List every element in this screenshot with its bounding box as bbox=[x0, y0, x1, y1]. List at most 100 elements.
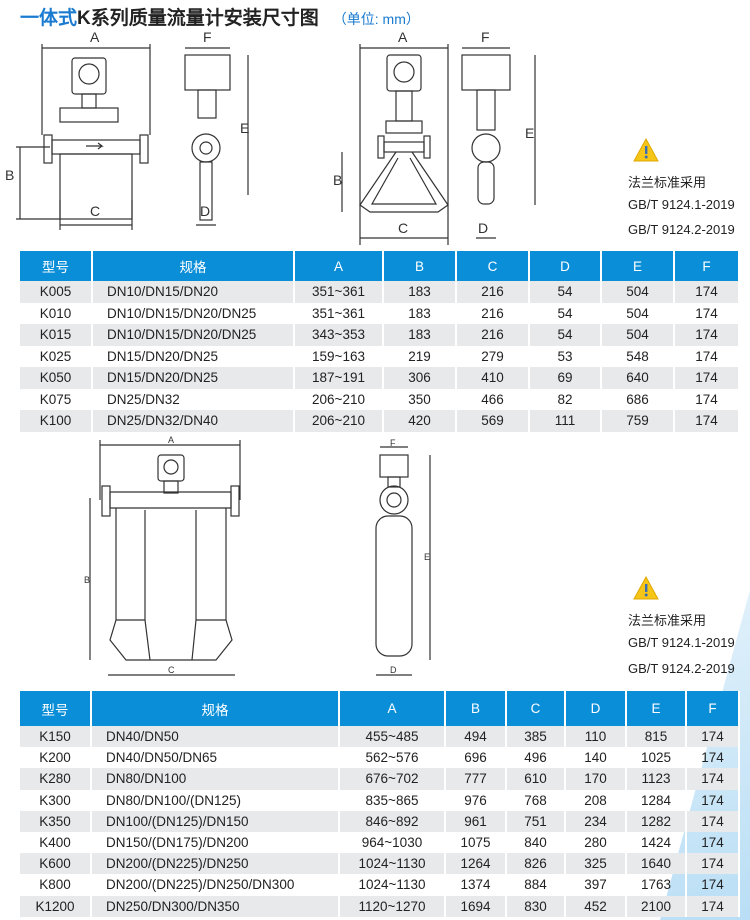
table-cell: DN250/DN300/DN350 bbox=[91, 895, 340, 917]
table-cell: 206~210 bbox=[294, 410, 384, 432]
table-cell: K015 bbox=[20, 324, 93, 346]
flange-standard-label: 法兰标准采用 bbox=[628, 175, 707, 190]
table-cell: 216 bbox=[456, 281, 530, 303]
table-cell: 206~210 bbox=[294, 388, 384, 410]
dim-label-d-2: D bbox=[478, 220, 489, 236]
column-header: 型号 bbox=[20, 251, 93, 281]
table-cell: 159~163 bbox=[294, 345, 384, 367]
table-cell: 496 bbox=[506, 747, 566, 769]
flange-standard-1: GB/T 9124.1-2019 bbox=[628, 197, 735, 212]
table-cell: 751 bbox=[506, 810, 566, 832]
table-cell: K400 bbox=[20, 831, 92, 854]
table-cell: 1694 bbox=[445, 895, 507, 917]
column-header: E bbox=[626, 691, 687, 726]
table-cell: 280 bbox=[565, 831, 627, 854]
table-cell: 696 bbox=[445, 747, 507, 769]
table-cell: K010 bbox=[20, 302, 93, 324]
dim-label-a-3: A bbox=[168, 435, 175, 445]
dim-label-c: C bbox=[90, 203, 101, 219]
page-title: 一体式K系列质量流量计安装尺寸图 （单位: mm） bbox=[20, 3, 420, 30]
table-cell: DN25/DN32/DN40 bbox=[92, 410, 295, 432]
table-cell: 504 bbox=[601, 281, 675, 303]
title-main: K系列质量流量计安装尺寸图 bbox=[77, 8, 319, 29]
dim-label-f-2: F bbox=[481, 29, 490, 45]
table-cell: K050 bbox=[20, 367, 93, 389]
table-cell: 1763 bbox=[626, 874, 687, 896]
table-cell: K350 bbox=[20, 810, 92, 832]
table-cell: 548 bbox=[601, 345, 675, 367]
table-row: K100 DN25/DN32/DN40 206~210 420 569 111 759 174 bbox=[20, 410, 740, 432]
table-cell: 826 bbox=[506, 853, 566, 875]
table-cell: 385 bbox=[506, 726, 566, 748]
table-cell: 504 bbox=[601, 302, 675, 324]
table-row: K600 DN200/(DN225)/DN250 1024~1130 1264 826 3… bbox=[20, 853, 740, 875]
table-cell: 174 bbox=[686, 831, 740, 854]
dim-label-d: D bbox=[200, 203, 211, 219]
dim-label-e-3: E bbox=[424, 552, 431, 562]
table-cell: K1200 bbox=[20, 895, 92, 917]
table-cell: K150 bbox=[20, 726, 92, 748]
column-header: 型号 bbox=[20, 691, 92, 726]
table-cell: DN200/(DN225)/DN250/DN300 bbox=[91, 874, 340, 896]
table-row: K800 DN200/(DN225)/DN250/DN300 1024~1130 13… bbox=[20, 874, 740, 896]
drawing-vtube-front bbox=[341, 44, 449, 245]
table-cell: 174 bbox=[674, 302, 740, 324]
table-cell: 183 bbox=[383, 324, 457, 346]
table-cell: 1264 bbox=[445, 853, 507, 875]
table-cell: 494 bbox=[445, 726, 507, 748]
drawing-vtube-side bbox=[461, 47, 536, 239]
table-cell: 1123 bbox=[626, 768, 687, 790]
table-cell: 219 bbox=[383, 345, 457, 367]
table-cell: 216 bbox=[456, 302, 530, 324]
table-cell: K025 bbox=[20, 345, 93, 367]
dim-label-b-2: B bbox=[333, 172, 343, 188]
table-cell: 208 bbox=[565, 789, 627, 811]
table-cell: DN40/DN50 bbox=[91, 726, 340, 748]
table-cell: 1024~1130 bbox=[339, 874, 446, 896]
table-cell: 759 bbox=[601, 410, 675, 432]
table-cell: 82 bbox=[529, 388, 602, 410]
table-cell: 306 bbox=[383, 367, 457, 389]
table-cell: DN10/DN15/DN20 bbox=[92, 281, 295, 303]
warning-icon bbox=[633, 138, 659, 162]
table-cell: 777 bbox=[445, 768, 507, 790]
table-cell: 640 bbox=[601, 367, 675, 389]
table-cell: 187~191 bbox=[294, 367, 384, 389]
table-cell: 976 bbox=[445, 789, 507, 811]
drawing-large-front bbox=[89, 440, 241, 676]
table-cell: K600 bbox=[20, 853, 92, 875]
drawing-large-side bbox=[375, 446, 431, 676]
table-cell: 174 bbox=[674, 388, 740, 410]
table-cell: 54 bbox=[529, 281, 602, 303]
table-row: K015 DN10/DN15/DN20/DN25 343~353 183 216 54 50… bbox=[20, 324, 740, 346]
table-cell: 1024~1130 bbox=[339, 853, 446, 875]
table-cell: 174 bbox=[686, 747, 740, 769]
table-cell: 343~353 bbox=[294, 324, 384, 346]
dimension-table-1: 型号 规格 A B C D E F K005 DN10/DN15/DN20 351~361 183 21… bbox=[20, 251, 740, 432]
dim-label-b-3: B bbox=[84, 575, 91, 585]
table-cell: 174 bbox=[686, 874, 740, 896]
table-cell: 1374 bbox=[445, 874, 507, 896]
table-cell: 183 bbox=[383, 302, 457, 324]
column-header: C bbox=[456, 251, 530, 281]
table-cell: 1282 bbox=[626, 810, 687, 832]
title-prefix: 一体式 bbox=[20, 8, 78, 29]
table-cell: 420 bbox=[383, 410, 457, 432]
table-cell: 110 bbox=[565, 726, 627, 748]
table-cell: 1424 bbox=[626, 831, 687, 854]
column-header: D bbox=[529, 251, 602, 281]
dim-label-f: F bbox=[203, 29, 212, 45]
table-cell: DN15/DN20/DN25 bbox=[92, 367, 295, 389]
column-header: B bbox=[445, 691, 507, 726]
drawing-small-front bbox=[16, 44, 151, 230]
table-cell: 174 bbox=[686, 810, 740, 832]
table-cell: 216 bbox=[456, 324, 530, 346]
table-cell: DN100/(DN125)/DN150 bbox=[91, 810, 340, 832]
table-cell: 1284 bbox=[626, 789, 687, 811]
table-cell: 234 bbox=[565, 810, 627, 832]
dimension-table-2: 型号 规格 A B C D E F K150 DN40/DN50 455~485 494 385 110 8… bbox=[20, 691, 740, 917]
table-row: K200 DN40/DN50/DN65 562~576 696 496 140 1025 17… bbox=[20, 747, 740, 769]
table-cell: DN25/DN32 bbox=[92, 388, 295, 410]
table-cell: 279 bbox=[456, 345, 530, 367]
table-row: K075 DN25/DN32 206~210 350 466 82 686 174 bbox=[20, 388, 740, 410]
